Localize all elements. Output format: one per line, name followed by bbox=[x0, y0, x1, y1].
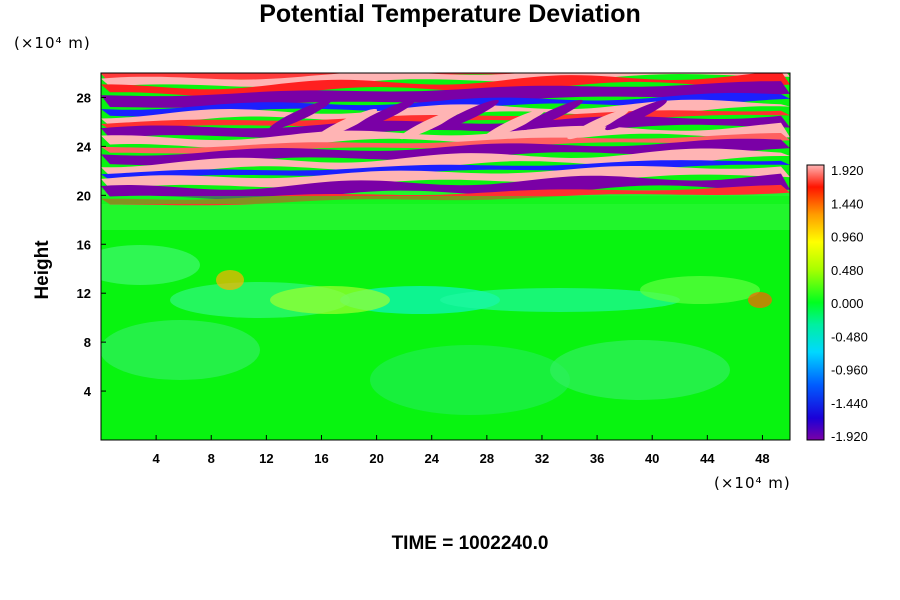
y-tick-label: 4 bbox=[84, 384, 92, 399]
colorbar-tick-label: 0.000 bbox=[831, 296, 864, 311]
x-tick-label: 8 bbox=[208, 451, 215, 466]
colorbar-tick-label: -0.960 bbox=[831, 363, 868, 378]
plot-frame bbox=[100, 72, 791, 441]
x-tick-label: 28 bbox=[480, 451, 494, 466]
heatmap-field bbox=[101, 73, 790, 440]
time-label: TIME = 1002240.0 bbox=[391, 533, 549, 554]
x-tick-label: 32 bbox=[535, 451, 549, 466]
y-tick-label: 20 bbox=[77, 188, 91, 203]
colorbar-tick-label: 0.480 bbox=[831, 263, 864, 278]
x-tick-label: 4 bbox=[153, 451, 161, 466]
colorbar-tick-label: -1.440 bbox=[831, 396, 868, 411]
x-tick-label: 24 bbox=[424, 451, 439, 466]
x-tick-label: 44 bbox=[700, 451, 715, 466]
colorbar bbox=[806, 164, 825, 441]
y-tick-label: 8 bbox=[84, 335, 91, 350]
x-tick-label: 20 bbox=[369, 451, 383, 466]
x-tick-label: 36 bbox=[590, 451, 604, 466]
y-tick-label: 24 bbox=[77, 139, 92, 154]
colorbar-tick-label: -0.480 bbox=[831, 329, 868, 344]
colorbar-tick-label: 0.960 bbox=[831, 230, 864, 245]
x-tick-label: 40 bbox=[645, 451, 659, 466]
y-tick-label: 28 bbox=[77, 90, 91, 105]
chart-title: Potential Temperature Deviation bbox=[259, 0, 641, 28]
y-tick-label: 16 bbox=[77, 237, 91, 252]
colorbar-tick-label: 1.440 bbox=[831, 196, 864, 211]
colorbar-tick-label: 1.920 bbox=[831, 163, 864, 178]
y-tick-label: 12 bbox=[77, 286, 91, 301]
x-tick-label: 48 bbox=[755, 451, 769, 466]
x-tick-label: 12 bbox=[259, 451, 273, 466]
y-axis-unit: (×10⁴ m) bbox=[14, 34, 91, 52]
x-axis-unit: (×10⁴ m) bbox=[714, 474, 791, 492]
x-tick-label: 16 bbox=[314, 451, 328, 466]
colorbar-tick-label: -1.920 bbox=[831, 429, 868, 444]
